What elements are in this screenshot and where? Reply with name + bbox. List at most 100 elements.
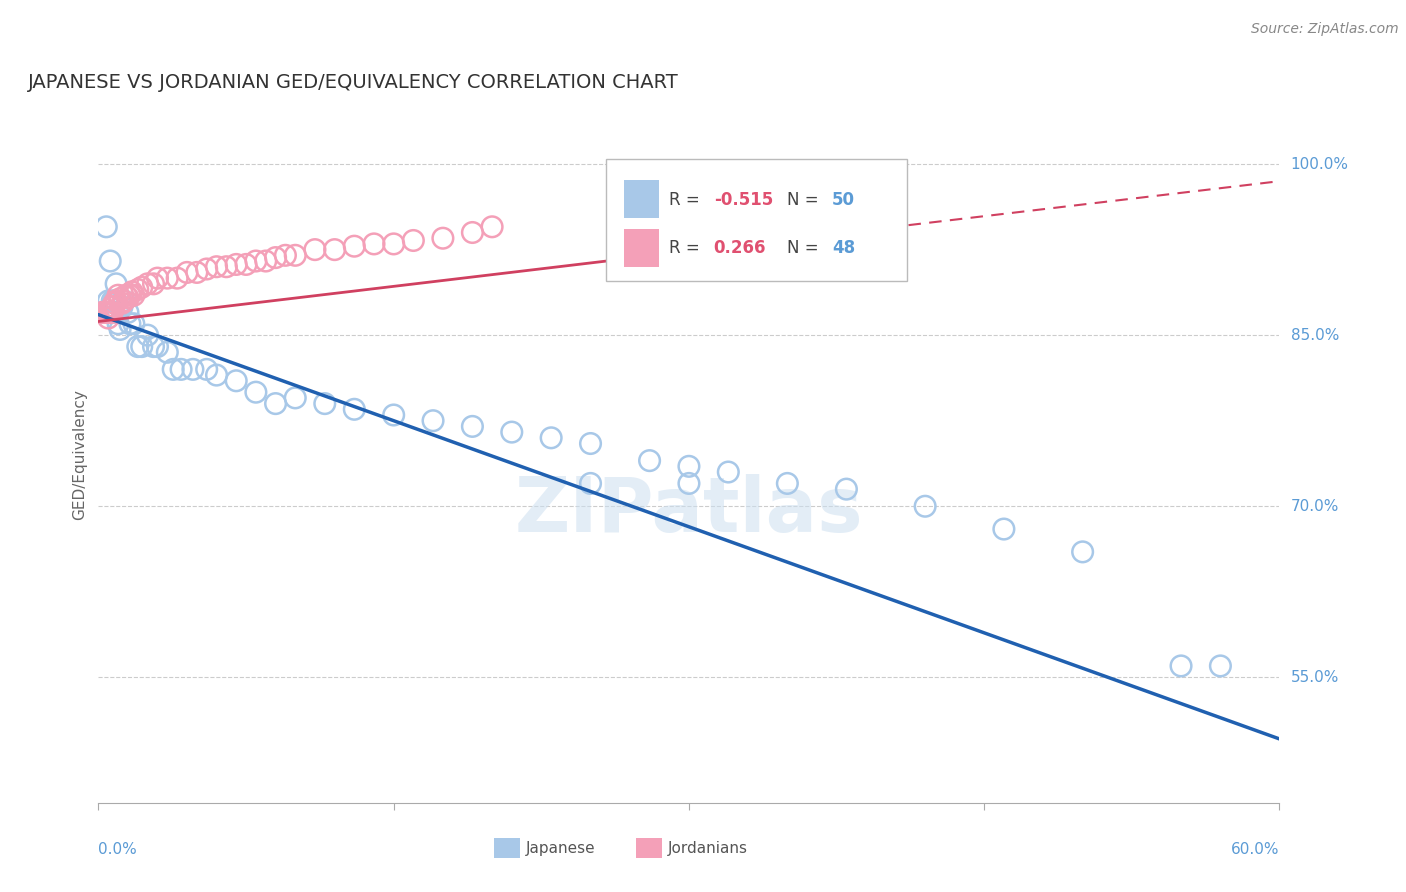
Point <box>284 248 307 262</box>
Point <box>103 296 125 310</box>
Bar <box>494 838 520 858</box>
Text: ZIPatlas: ZIPatlas <box>515 474 863 548</box>
Point <box>382 408 405 422</box>
Point <box>118 288 141 302</box>
Text: Japanese: Japanese <box>526 840 596 855</box>
Text: 55.0%: 55.0% <box>1291 670 1339 685</box>
Text: Source: ZipAtlas.com: Source: ZipAtlas.com <box>1251 22 1399 37</box>
Point <box>136 277 159 291</box>
Point <box>127 340 149 354</box>
Text: 48: 48 <box>832 239 855 257</box>
Point <box>103 300 125 314</box>
Text: 60.0%: 60.0% <box>1232 842 1279 856</box>
Text: N =: N = <box>787 191 824 209</box>
Point <box>501 425 523 439</box>
Point <box>131 280 153 294</box>
Point <box>835 482 858 496</box>
Point <box>245 385 267 400</box>
Point <box>146 340 169 354</box>
Point <box>97 293 120 308</box>
Point <box>117 291 139 305</box>
Point <box>112 293 135 308</box>
Point <box>461 419 484 434</box>
Bar <box>624 229 659 267</box>
Point <box>323 243 346 257</box>
Text: 85.0%: 85.0% <box>1291 327 1339 343</box>
Point <box>107 317 129 331</box>
Text: R =: R = <box>669 239 704 257</box>
Point <box>108 322 131 336</box>
Text: -0.515: -0.515 <box>714 191 773 209</box>
Point <box>914 500 936 514</box>
Point <box>98 305 121 319</box>
Point <box>107 288 129 302</box>
Point <box>343 239 366 253</box>
Point <box>205 368 228 382</box>
Point <box>91 305 114 319</box>
Bar <box>624 180 659 219</box>
Point <box>1071 545 1094 559</box>
Point <box>121 285 143 299</box>
Point <box>117 305 139 319</box>
Point <box>115 288 138 302</box>
Point <box>122 288 145 302</box>
Text: 70.0%: 70.0% <box>1291 499 1339 514</box>
Point <box>540 431 562 445</box>
Point <box>205 260 228 274</box>
Point <box>176 265 198 279</box>
Text: 100.0%: 100.0% <box>1291 157 1348 171</box>
Text: Jordanians: Jordanians <box>668 840 748 855</box>
Point <box>195 362 218 376</box>
Point <box>215 260 238 274</box>
Point <box>314 396 336 410</box>
Point <box>225 374 247 388</box>
Point <box>195 262 218 277</box>
Point <box>274 248 297 262</box>
Point <box>422 414 444 428</box>
Text: N =: N = <box>787 239 824 257</box>
Point <box>96 305 118 319</box>
Point <box>1209 659 1232 673</box>
Point <box>170 362 193 376</box>
Point <box>678 476 700 491</box>
Point <box>127 283 149 297</box>
Point <box>363 236 385 251</box>
Text: R =: R = <box>669 191 704 209</box>
Point <box>96 219 118 234</box>
Point <box>678 459 700 474</box>
Point <box>304 243 326 257</box>
Point <box>579 436 602 450</box>
Point <box>107 305 129 319</box>
Point <box>343 402 366 417</box>
Point <box>105 277 128 291</box>
Point <box>162 362 184 376</box>
Point <box>579 476 602 491</box>
Bar <box>636 838 662 858</box>
Text: 0.266: 0.266 <box>714 239 766 257</box>
Point <box>481 219 503 234</box>
Point <box>146 271 169 285</box>
Point <box>97 305 120 319</box>
Point <box>717 465 740 479</box>
Point <box>101 305 124 319</box>
Point <box>264 251 287 265</box>
Point <box>93 305 115 319</box>
Point <box>105 293 128 308</box>
Point <box>254 254 277 268</box>
Point <box>98 254 121 268</box>
Point <box>1170 659 1192 673</box>
Y-axis label: GED/Equivalency: GED/Equivalency <box>72 390 87 520</box>
Point <box>382 236 405 251</box>
Point <box>156 345 179 359</box>
Point <box>112 293 135 308</box>
Point <box>186 265 208 279</box>
Point <box>638 453 661 467</box>
Point <box>101 300 124 314</box>
Point <box>101 293 124 308</box>
Point <box>225 257 247 271</box>
Point <box>142 340 165 354</box>
Point <box>432 231 454 245</box>
Point <box>103 293 125 308</box>
Point <box>111 296 134 310</box>
Point <box>131 340 153 354</box>
